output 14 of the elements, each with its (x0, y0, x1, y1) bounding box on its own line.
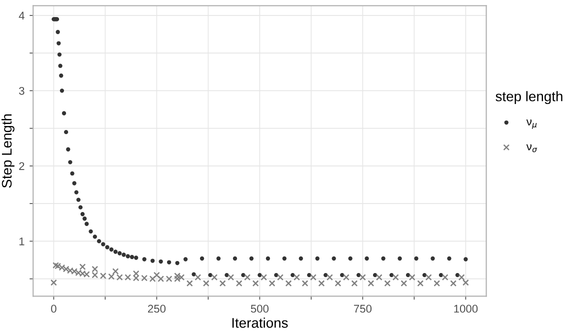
x-tick-label: 250 (148, 304, 166, 313)
y-tick-label: 1 (19, 238, 24, 246)
legend-title: step length (496, 91, 562, 104)
x-tick-label: 1000 (454, 304, 478, 313)
x-tick-label: 750 (354, 304, 372, 313)
x-tick-label: 0 (51, 304, 56, 313)
legend-label: ν$_{μ}$ (526, 120, 537, 129)
legend-label: ν$_{σ}$ (526, 144, 538, 152)
y-tick-label: 4 (18, 12, 24, 20)
y-tick-label: 2 (19, 162, 24, 170)
x-tick-label: 500 (250, 304, 269, 313)
y-tick-label: 3 (19, 86, 24, 95)
x-axis-title: Iterations (232, 318, 288, 328)
y-axis-title: Step Length (1, 114, 14, 188)
